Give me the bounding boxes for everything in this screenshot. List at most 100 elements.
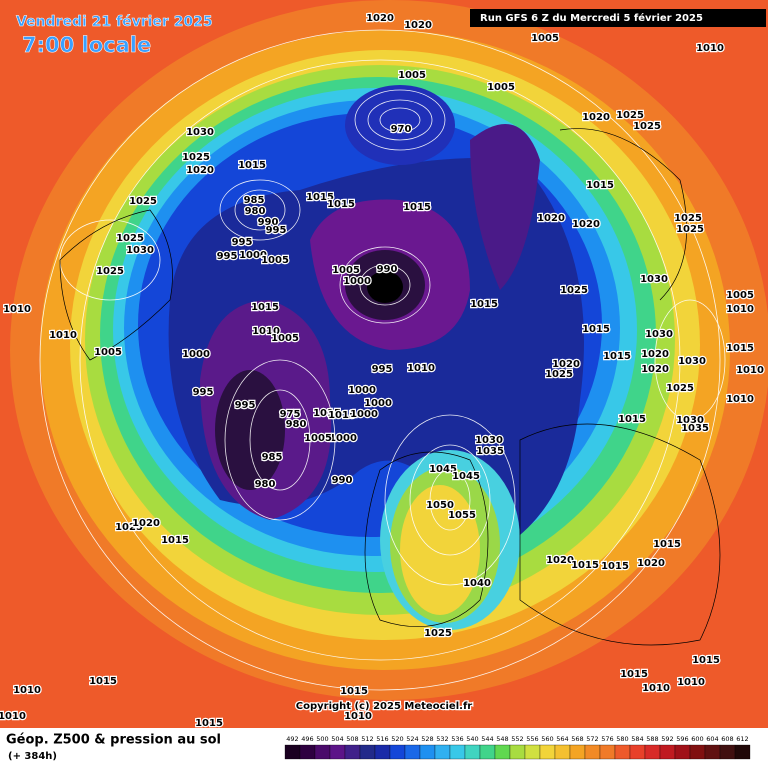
isobar-label: 1045 — [452, 471, 480, 482]
isobar-label: 1025 — [129, 196, 157, 207]
scale-label: 544 — [481, 735, 493, 743]
isobar-label: 1015 — [89, 676, 117, 687]
scale-swatch — [494, 744, 511, 760]
isobar-label: 1025 — [616, 110, 644, 121]
scale-label: 592 — [661, 735, 673, 743]
scale-label: 508 — [346, 735, 358, 743]
isobar-label: 1010 — [3, 304, 31, 315]
isobar-label: 1030 — [126, 245, 154, 256]
scale-swatch — [434, 744, 451, 760]
isobar-label: 1020 — [404, 20, 432, 31]
scale-swatch — [329, 744, 346, 760]
isobar-label: 1010 — [726, 394, 754, 405]
isobar-label: 1015 — [653, 539, 681, 550]
isobar-label: 1020 — [641, 349, 669, 360]
isobar-label: 1020 — [637, 558, 665, 569]
isobar-label: 1005 — [487, 82, 515, 93]
scale-label: 560 — [541, 735, 553, 743]
scale-label: 492 — [286, 735, 298, 743]
field — [0, 0, 768, 728]
isobar-label: 1015 — [470, 299, 498, 310]
isobar-label: 1025 — [674, 213, 702, 224]
scale-label: 572 — [586, 735, 598, 743]
forecast-date: Vendredi 21 février 2025 — [16, 14, 213, 30]
isobar-label: 1015 — [601, 561, 629, 572]
scale-label: 524 — [406, 735, 418, 743]
isobar-label: 1005 — [261, 255, 289, 266]
scale-label: 552 — [511, 735, 523, 743]
isobar-label: 1015 — [618, 414, 646, 425]
isobar-label: 995 — [217, 251, 238, 262]
isobar-label: 1015 — [340, 686, 368, 697]
scale-swatch — [419, 744, 436, 760]
scale-label: 500 — [316, 735, 328, 743]
isobar-label: 1010 — [344, 711, 372, 722]
isobar-label: 995 — [235, 400, 256, 411]
scale-label: 600 — [691, 735, 703, 743]
isobar-label: 1020 — [366, 13, 394, 24]
isobar-label: 1055 — [448, 510, 476, 521]
isobars — [39, 29, 726, 691]
isobar-label: 1015 — [313, 408, 341, 419]
isobar-label: 1030 — [645, 329, 673, 340]
isobar-label: 1000 — [350, 409, 378, 420]
isobar-label: 1015 — [195, 718, 223, 729]
isobar-label: 1050 — [426, 500, 454, 511]
coastlines — [59, 128, 721, 646]
isobar-label: 980 — [255, 479, 276, 490]
scale-swatch — [644, 744, 661, 760]
isobar-label: 1000 — [343, 276, 371, 287]
isobar-label: 1015 — [403, 202, 431, 213]
isobar-label: 1005 — [304, 433, 332, 444]
isobar-label: 985 — [244, 195, 265, 206]
isobar-label: 1035 — [681, 423, 709, 434]
isobar-label: 1025 — [545, 369, 573, 380]
scale-swatch — [704, 744, 721, 760]
scale-swatch — [464, 744, 481, 760]
scale-swatch — [659, 744, 676, 760]
isobar-label: 1040 — [463, 578, 491, 589]
isobar-label: 1030 — [475, 435, 503, 446]
isobar-label: 975 — [280, 409, 301, 420]
scale-label: 504 — [331, 735, 343, 743]
isobar-label: 1010 — [49, 330, 77, 341]
scale-swatch — [689, 744, 706, 760]
isobar-label: 1010 — [0, 711, 26, 722]
isobar-label: 1005 — [531, 33, 559, 44]
scale-label: 580 — [616, 735, 628, 743]
isobar-label: 1025 — [633, 121, 661, 132]
footer-title: Géop. Z500 & pression au sol — [6, 733, 221, 748]
isobar-label: 1025 — [115, 522, 143, 533]
scale-swatch — [599, 744, 616, 760]
scale-label: 556 — [526, 735, 538, 743]
isobar-label: 1020 — [572, 219, 600, 230]
isobar-label: 1025 — [116, 233, 144, 244]
scale-label: 512 — [361, 735, 373, 743]
isobar-label: 1000 — [348, 385, 376, 396]
isobar-label: 1015 — [306, 192, 334, 203]
isobar-label: 1015 — [327, 199, 355, 210]
scale-label: 608 — [721, 735, 733, 743]
isobar-label: 1015 — [582, 324, 610, 335]
isobar-label: 1020 — [186, 165, 214, 176]
scale-swatch — [479, 744, 496, 760]
isobar-label: 995 — [266, 225, 287, 236]
isobar-label: 1020 — [582, 112, 610, 123]
scale-swatch — [509, 744, 526, 760]
scale-label: 516 — [376, 735, 388, 743]
isobar-label: 1015 — [586, 180, 614, 191]
isobar-label: 1025 — [676, 224, 704, 235]
isobar-label: 1015 — [251, 302, 279, 313]
isobar-label: 990 — [258, 217, 279, 228]
isobar-label: 970 — [391, 124, 412, 135]
scale-swatch — [539, 744, 556, 760]
isobar-label: 1005 — [271, 333, 299, 344]
isobar-label: 1015 — [238, 160, 266, 171]
scale-swatch — [554, 744, 571, 760]
scale-label: 520 — [391, 735, 403, 743]
isobar-label: 1030 — [186, 127, 214, 138]
scale-label: 564 — [556, 735, 568, 743]
isobar-label: 1000 — [329, 433, 357, 444]
isobar-label: 990 — [332, 475, 353, 486]
